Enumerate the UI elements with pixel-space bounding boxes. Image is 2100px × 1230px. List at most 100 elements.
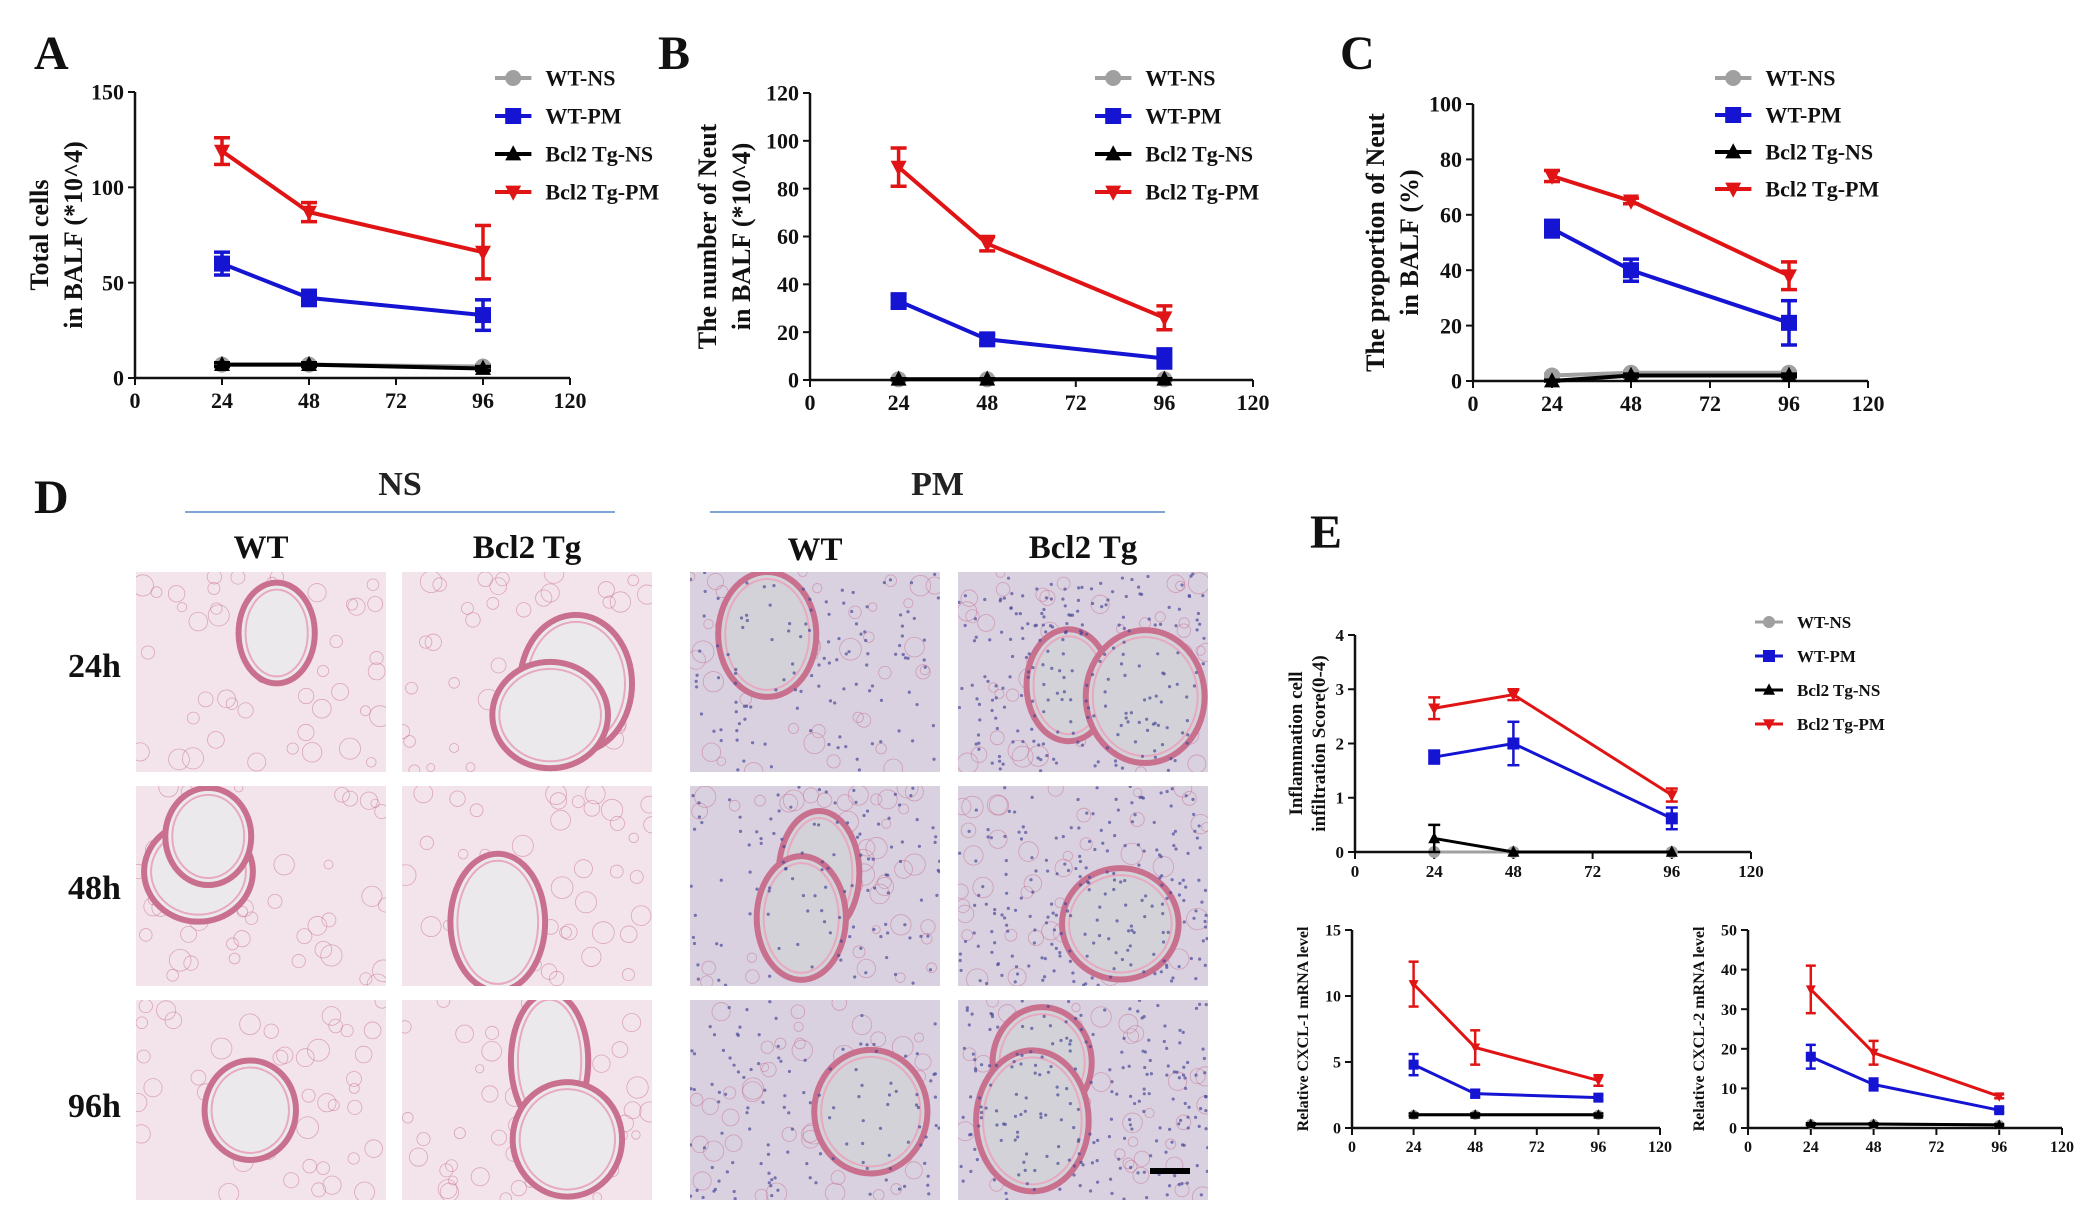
airway-lining <box>518 1088 617 1191</box>
cell-nucleus <box>1089 1080 1093 1084</box>
cell-nucleus <box>697 815 702 819</box>
cell-nucleus <box>1062 690 1066 694</box>
cell-nucleus <box>799 689 803 693</box>
cell-nucleus <box>1100 605 1104 609</box>
cell-nucleus <box>1126 929 1131 933</box>
cell-nucleus <box>1124 903 1128 907</box>
cell-nucleus <box>1112 878 1117 882</box>
cell-nucleus <box>1054 913 1058 917</box>
cell-nucleus <box>973 1067 978 1071</box>
cell-nucleus <box>692 827 697 831</box>
cell-nucleus <box>900 840 904 844</box>
cell-nucleus <box>827 1116 832 1120</box>
cell-nucleus <box>1176 651 1180 655</box>
cell-nucleus <box>1122 626 1126 631</box>
cell-nucleus <box>850 884 854 888</box>
cell-nucleus <box>864 638 868 643</box>
cell-nucleus <box>1079 632 1083 636</box>
cell-nucleus <box>759 1161 763 1166</box>
cell-nucleus <box>1199 1107 1203 1111</box>
cell-nucleus <box>1185 1181 1189 1185</box>
cell-nucleus <box>1091 812 1095 816</box>
cell-nucleus <box>1161 930 1165 935</box>
alveolus <box>432 577 447 592</box>
cell-nucleus <box>744 613 749 617</box>
alveolus <box>361 885 383 907</box>
alveolus <box>206 572 222 585</box>
cell-nucleus <box>1183 1101 1187 1106</box>
x-tick-label: 72 <box>1928 1139 1944 1156</box>
alveolus <box>136 1124 151 1144</box>
cell-nucleus <box>1092 1141 1096 1145</box>
cell-nucleus <box>1119 723 1123 728</box>
cell-nucleus <box>976 944 980 948</box>
cell-nucleus <box>865 605 869 609</box>
alveolus <box>1175 580 1186 592</box>
x-tick-label: 72 <box>1065 390 1087 415</box>
cell-nucleus <box>865 1166 869 1171</box>
cell-nucleus <box>1195 618 1199 622</box>
cell-nucleus <box>886 931 890 935</box>
cell-nucleus <box>959 968 963 973</box>
cell-nucleus <box>1165 1073 1169 1077</box>
x-tick-label: 48 <box>1467 1139 1483 1156</box>
cell-nucleus <box>975 697 979 701</box>
cell-nucleus <box>1058 951 1062 955</box>
cell-nucleus <box>1027 964 1031 968</box>
cell-nucleus <box>774 1016 778 1020</box>
cell-nucleus <box>776 1044 780 1048</box>
group-rule-pm <box>710 511 1165 513</box>
cell-nucleus <box>865 809 870 813</box>
cell-nucleus <box>1178 1041 1182 1045</box>
alveolus <box>372 959 386 983</box>
airway <box>489 658 611 772</box>
cell-nucleus <box>1154 1139 1159 1143</box>
y-axis-label: in BALF (%) <box>1395 169 1424 315</box>
cell-nucleus <box>1174 847 1178 851</box>
cell-nucleus <box>768 1000 772 1004</box>
cell-nucleus <box>1123 673 1127 677</box>
cell-nucleus <box>1003 786 1007 790</box>
alveolus <box>960 589 978 607</box>
cell-nucleus <box>990 950 994 954</box>
y-tick-label: 20 <box>1721 1041 1737 1058</box>
cell-nucleus <box>885 955 889 960</box>
y-tick-label: 20 <box>777 320 799 345</box>
alveolus <box>797 572 808 578</box>
alveolus <box>1039 589 1056 606</box>
cell-nucleus <box>1073 1016 1078 1021</box>
alveolus <box>419 635 433 649</box>
cell-nucleus <box>763 1088 767 1092</box>
cell-nucleus <box>717 1179 721 1183</box>
cell-nucleus <box>1030 727 1034 731</box>
cell-nucleus <box>959 1164 963 1169</box>
cell-nucleus <box>1033 1168 1037 1173</box>
alveolus <box>1192 1186 1208 1200</box>
data-point-bcl2-tg-ns <box>1623 366 1639 382</box>
y-axis-label: in BALF (*10^4) <box>727 143 756 330</box>
cell-nucleus <box>835 658 839 662</box>
panel-letter-b: B <box>658 27 691 80</box>
alveolus <box>317 664 330 677</box>
cell-nucleus <box>715 644 720 648</box>
legend-label-wt-ns: WT-NS <box>1145 66 1215 91</box>
cell-nucleus <box>695 673 699 677</box>
cell-nucleus <box>1030 1026 1034 1030</box>
cell-nucleus <box>1038 1073 1042 1077</box>
histology-image <box>958 786 1208 986</box>
cell-nucleus <box>1140 754 1145 758</box>
cell-nucleus <box>1045 753 1049 758</box>
cell-nucleus <box>743 717 747 721</box>
cell-nucleus <box>958 952 963 956</box>
cell-nucleus <box>1186 1115 1190 1119</box>
alveolus <box>307 916 328 936</box>
cell-nucleus <box>1156 723 1160 727</box>
cell-nucleus <box>1126 948 1130 952</box>
series-line-wt-pm <box>1551 226 1790 325</box>
alveolus <box>228 952 241 965</box>
airway-lining <box>1068 874 1173 974</box>
cell-nucleus <box>989 1083 993 1087</box>
cell-nucleus <box>903 923 907 927</box>
